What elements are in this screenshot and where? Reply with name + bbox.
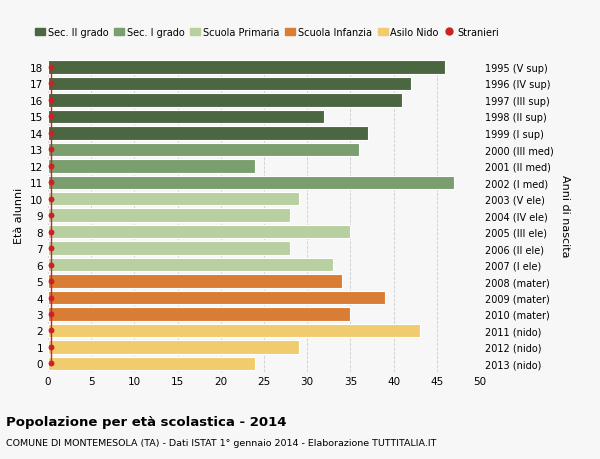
Point [46,64,55,72]
Point [46,130,55,137]
Bar [48,78,411,91]
Point [46,311,55,318]
Bar [48,193,299,206]
Bar [48,308,350,321]
Text: Popolazione per età scolastica - 2014: Popolazione per età scolastica - 2014 [6,415,287,428]
Bar [48,176,454,190]
Point [46,245,55,252]
Bar [48,324,419,337]
Point [46,97,55,104]
Bar [48,160,256,173]
Point [46,163,55,170]
Bar [48,274,342,288]
Point [46,196,55,203]
Point [46,278,55,285]
Point [46,81,55,88]
Bar [48,291,385,305]
Bar [48,143,359,157]
Point [46,146,55,154]
Point [46,179,55,186]
Point [46,229,55,236]
Bar [48,209,290,223]
Bar [48,61,445,75]
Bar [48,225,350,239]
Point [46,212,55,219]
Bar [48,127,368,140]
Y-axis label: Età alunni: Età alunni [14,188,25,244]
Text: COMUNE DI MONTEMESOLA (TA) - Dati ISTAT 1° gennaio 2014 - Elaborazione TUTTITALI: COMUNE DI MONTEMESOLA (TA) - Dati ISTAT … [6,438,436,448]
Bar [48,94,402,107]
Bar [48,357,256,370]
Bar [48,111,325,124]
Point [46,327,55,335]
Point [46,360,55,367]
Point [46,343,55,351]
Bar [48,258,333,272]
Bar [48,242,290,255]
Point [46,261,55,269]
Y-axis label: Anni di nascita: Anni di nascita [560,174,570,257]
Bar [48,341,299,354]
Legend: Sec. II grado, Sec. I grado, Scuola Primaria, Scuola Infanzia, Asilo Nido, Stran: Sec. II grado, Sec. I grado, Scuola Prim… [31,24,503,42]
Point [46,113,55,121]
Point [46,294,55,302]
